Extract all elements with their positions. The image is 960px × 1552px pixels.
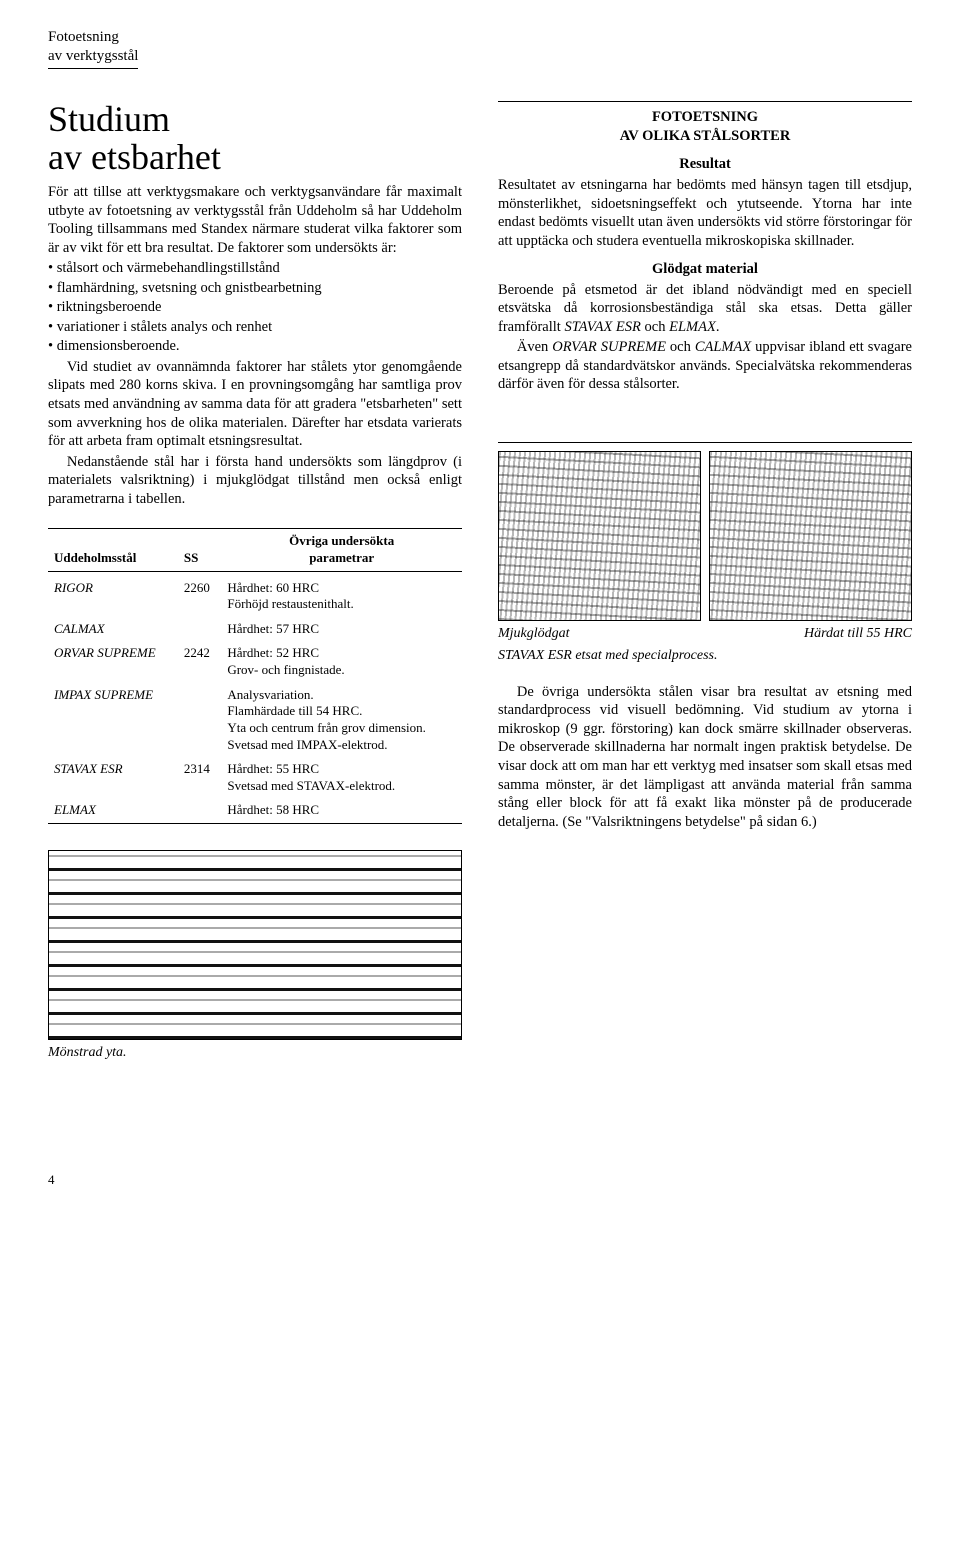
right-p3: Även ORVAR SUPREME och CALMAX uppvisar i… — [498, 338, 912, 394]
paragraph-3: Nedanstående stål har i första hand unde… — [48, 453, 462, 509]
right-p1: Resultatet av etsningarna har bedömts me… — [498, 176, 912, 250]
title-line-1: Studium — [48, 99, 170, 139]
cell-params: Hårdhet: 55 HRCSvetsad med STAVAX-elektr… — [221, 757, 462, 798]
figure-patterned-surface — [48, 850, 462, 1040]
cell-steel: IMPAX SUPREME — [48, 683, 178, 758]
doc-header: Fotoetsning av verktygsstål — [48, 28, 138, 69]
cell-ss: 2260 — [178, 571, 221, 617]
figure-caption-line2: STAVAX ESR etsat med specialprocess. — [498, 647, 912, 665]
cell-steel: ORVAR SUPREME — [48, 641, 178, 682]
section-title: FOTOETSNING AV OLIKA STÅLSORTER — [498, 108, 912, 145]
list-item: dimensionsberoende. — [48, 337, 462, 356]
subheading-glodgat: Glödgat material — [498, 260, 912, 279]
right-p4: De övriga undersökta stålen visar bra re… — [498, 683, 912, 831]
figure-caption-bottom: Mönstrad yta. — [48, 1044, 462, 1062]
column-left: Studium av etsbarhet För att tillse att … — [48, 101, 462, 1062]
th-params: Övriga undersökta parametrar — [221, 529, 462, 571]
table-row: RIGOR2260Hårdhet: 60 HRCFörhöjd restaust… — [48, 571, 462, 617]
table-row: STAVAX ESR2314Hårdhet: 55 HRCSvetsad med… — [48, 757, 462, 798]
list-item: flamhärdning, svetsning och gnistbearbet… — [48, 279, 462, 298]
table-row: IMPAX SUPREME Analysvariation.Flamhärdade… — [48, 683, 462, 758]
cell-params: Hårdhet: 58 HRC — [221, 798, 462, 823]
divider — [498, 101, 912, 102]
cell-ss: 2314 — [178, 757, 221, 798]
cell-params: Hårdhet: 57 HRC — [221, 617, 462, 642]
table-row: ELMAX Hårdhet: 58 HRC — [48, 798, 462, 823]
cell-steel: ELMAX — [48, 798, 178, 823]
th-steel: Uddeholmsstål — [48, 529, 178, 571]
page-number: 4 — [48, 1172, 912, 1189]
right-p2: Beroende på etsmetod är det ibland nödvä… — [498, 281, 912, 337]
column-right: FOTOETSNING AV OLIKA STÅLSORTER Resultat… — [498, 101, 912, 1062]
header-line-2: av verktygsstål — [48, 47, 138, 66]
cell-params: Hårdhet: 60 HRCFörhöjd restaustenithalt. — [221, 571, 462, 617]
list-item: riktningsberoende — [48, 298, 462, 317]
figure-pair — [498, 451, 912, 621]
figure-hardened — [709, 451, 912, 621]
cell-params: Hårdhet: 52 HRCGrov- och fingnistade. — [221, 641, 462, 682]
caption-right: Härdat till 55 HRC — [804, 625, 912, 643]
cell-steel: CALMAX — [48, 617, 178, 642]
title-line-2: av etsbarhet — [48, 137, 221, 177]
factor-list: stålsort och värmebehandlingstillstånd f… — [48, 259, 462, 356]
figure-caption-row: Mjukglödgat Härdat till 55 HRC — [498, 625, 912, 643]
list-item: stålsort och värmebehandlingstillstånd — [48, 259, 462, 278]
paragraph-2: Vid studiet av ovannämnda faktorer har s… — [48, 358, 462, 451]
figure-annealed — [498, 451, 701, 621]
cell-steel: STAVAX ESR — [48, 757, 178, 798]
cell-params: Analysvariation.Flamhärdade till 54 HRC.… — [221, 683, 462, 758]
list-item: variationer i stålets analys och renhet — [48, 318, 462, 337]
cell-ss — [178, 798, 221, 823]
divider — [498, 442, 912, 443]
table-row: CALMAX Hårdhet: 57 HRC — [48, 617, 462, 642]
cell-ss — [178, 617, 221, 642]
main-columns: Studium av etsbarhet För att tillse att … — [48, 101, 912, 1062]
cell-ss — [178, 683, 221, 758]
steel-table: Uddeholmsstål SS Övriga undersökta param… — [48, 528, 462, 824]
subheading-resultat: Resultat — [498, 155, 912, 174]
cell-steel: RIGOR — [48, 571, 178, 617]
main-title: Studium av etsbarhet — [48, 101, 462, 177]
header-line-1: Fotoetsning — [48, 28, 138, 47]
intro-paragraph: För att tillse att verktygsmakare och ve… — [48, 183, 462, 257]
th-ss: SS — [178, 529, 221, 571]
cell-ss: 2242 — [178, 641, 221, 682]
table-row: ORVAR SUPREME2242Hårdhet: 52 HRCGrov- oc… — [48, 641, 462, 682]
caption-left: Mjukglödgat — [498, 625, 570, 643]
